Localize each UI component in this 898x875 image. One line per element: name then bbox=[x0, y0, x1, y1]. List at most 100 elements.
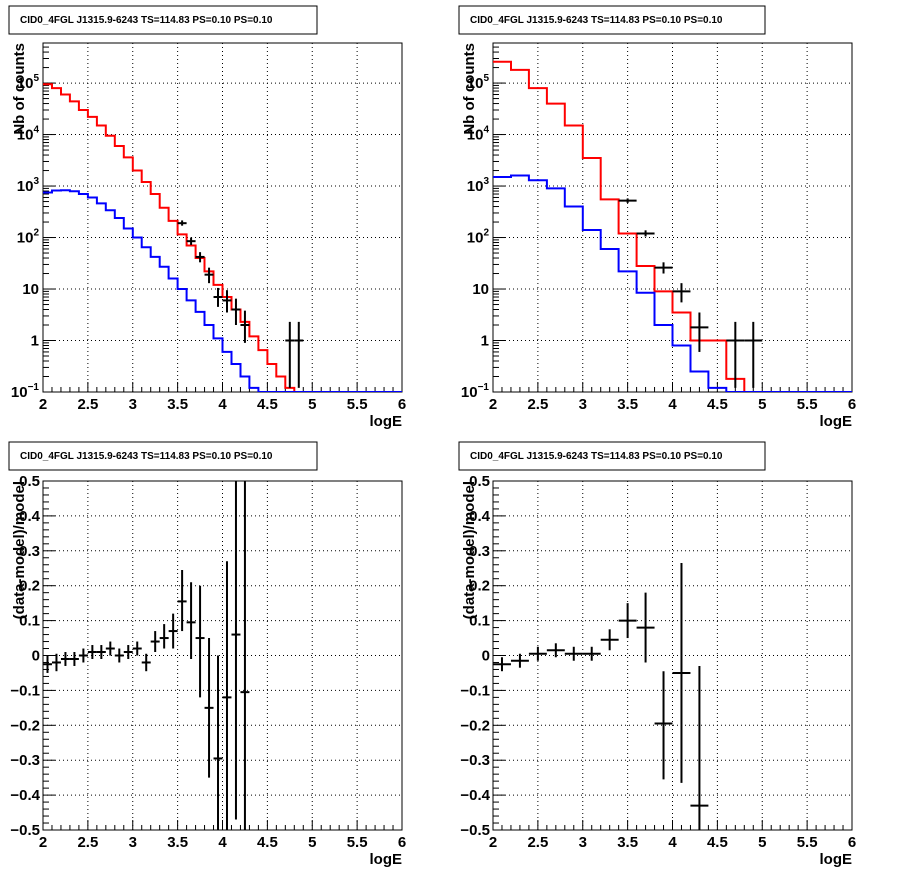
data-point bbox=[672, 283, 691, 303]
grid bbox=[43, 481, 402, 830]
model-histogram bbox=[43, 83, 402, 392]
data-point bbox=[141, 653, 151, 672]
x-tick-label: 5.5 bbox=[797, 834, 818, 851]
chart-title: CID0_4FGL J1315.9-6243 TS=114.83 PS=0.10… bbox=[20, 15, 273, 26]
title-box: CID0_4FGL J1315.9-6243 TS=114.83 PS=0.10… bbox=[458, 441, 766, 471]
model-histogram bbox=[493, 60, 852, 392]
background-histogram bbox=[43, 189, 402, 392]
y-tick-label: 102 bbox=[17, 228, 40, 247]
x-tick-label: 2 bbox=[489, 834, 497, 851]
x-tick-label: 5.5 bbox=[797, 396, 818, 413]
x-tick-label: 5 bbox=[308, 834, 316, 851]
y-tick-label: 1 bbox=[481, 333, 489, 350]
x-tick-label: 5 bbox=[308, 396, 316, 413]
x-tick-label: 4.5 bbox=[257, 834, 278, 851]
series-group bbox=[43, 481, 250, 830]
y-tick-label: 104 bbox=[467, 125, 490, 144]
y-tick-label: 103 bbox=[17, 176, 40, 195]
data-point bbox=[231, 481, 241, 820]
data-point bbox=[240, 310, 250, 343]
y-tick-label: 0.1 bbox=[469, 613, 490, 630]
data-point bbox=[726, 321, 745, 388]
y-tick-label: 105 bbox=[17, 73, 40, 92]
y-tick-label: 0 bbox=[32, 648, 40, 665]
x-tick-label: 4.5 bbox=[707, 834, 728, 851]
data-point bbox=[222, 561, 232, 830]
x-tick-label: 5 bbox=[758, 396, 766, 413]
y-tick-label: 0 bbox=[482, 648, 490, 665]
data-point bbox=[618, 603, 637, 639]
data-point bbox=[69, 652, 79, 666]
chart-title: CID0_4FGL J1315.9-6243 TS=114.83 PS=0.10… bbox=[20, 451, 273, 462]
y-axis-title: Nb of counts bbox=[461, 43, 478, 135]
x-axis-title: logE bbox=[370, 851, 403, 868]
x-tick-label: 3 bbox=[579, 834, 587, 851]
chart-title: CID0_4FGL J1315.9-6243 TS=114.83 PS=0.10… bbox=[470, 15, 723, 26]
y-tick-label: 102 bbox=[467, 228, 490, 247]
y-tick-label: 0.4 bbox=[19, 508, 41, 525]
data-point bbox=[204, 267, 214, 284]
title-box: CID0_4FGL J1315.9-6243 TS=114.83 PS=0.10… bbox=[458, 5, 766, 35]
x-tick-label: 3 bbox=[579, 396, 587, 413]
x-tick-label: 4.5 bbox=[707, 396, 728, 413]
x-tick-label: 2.5 bbox=[527, 834, 548, 851]
x-tick-label: 4 bbox=[668, 834, 677, 851]
x-tick-label: 2 bbox=[39, 396, 47, 413]
data-point bbox=[231, 298, 241, 326]
data-point bbox=[195, 252, 205, 263]
y-axis-title: (data-model)/model bbox=[461, 481, 478, 619]
data-point bbox=[672, 563, 691, 783]
data-point bbox=[528, 646, 547, 661]
data-point bbox=[51, 653, 61, 672]
y-tick-label: 10−1 bbox=[461, 382, 490, 401]
x-tick-label: 4 bbox=[218, 834, 227, 851]
data-point bbox=[105, 641, 115, 656]
data-point bbox=[177, 569, 187, 632]
series-group bbox=[43, 83, 402, 392]
y-tick-label: 103 bbox=[467, 176, 490, 195]
x-tick-label: 5.5 bbox=[347, 834, 368, 851]
data-point bbox=[618, 198, 637, 203]
x-tick-label: 3.5 bbox=[167, 834, 188, 851]
data-point bbox=[195, 585, 205, 698]
data-point bbox=[60, 652, 70, 666]
data-point bbox=[87, 645, 97, 659]
x-tick-label: 6 bbox=[398, 834, 406, 851]
y-tick-label: 10 bbox=[22, 281, 39, 298]
data-point bbox=[177, 220, 187, 226]
data-point bbox=[564, 646, 583, 661]
data-point bbox=[690, 665, 709, 830]
x-tick-label: 2.5 bbox=[77, 396, 98, 413]
y-tick-label: −0.5 bbox=[10, 822, 40, 839]
data-point bbox=[690, 312, 709, 352]
y-tick-label: 104 bbox=[17, 125, 40, 144]
data-point bbox=[654, 671, 673, 780]
data-point bbox=[213, 287, 223, 307]
residual-plot-left: 2 2.5 3 3.5 4 4.5 5 5.5 6logE−0.5−0.4−0.3−0.2−0.… bbox=[8, 441, 406, 868]
series-group bbox=[493, 563, 709, 830]
x-tick-label: 6 bbox=[398, 396, 406, 413]
data-point bbox=[744, 321, 763, 388]
data-point bbox=[600, 629, 619, 651]
y-tick-label: 0.5 bbox=[19, 473, 40, 490]
data-point bbox=[285, 321, 295, 388]
x-tick-label: 5 bbox=[758, 834, 766, 851]
x-tick-label: 5.5 bbox=[347, 396, 368, 413]
x-tick-label: 4.5 bbox=[257, 396, 278, 413]
y-tick-label: 0.4 bbox=[469, 508, 491, 525]
data-point bbox=[654, 262, 673, 274]
x-tick-label: 3.5 bbox=[617, 834, 638, 851]
y-tick-label: 10 bbox=[472, 281, 489, 298]
data-point bbox=[43, 655, 52, 673]
y-tick-label: 0.3 bbox=[469, 543, 490, 560]
data-point bbox=[168, 613, 178, 649]
title-frame bbox=[8, 441, 318, 471]
data-point bbox=[186, 237, 196, 245]
y-tick-label: 0.1 bbox=[19, 613, 40, 630]
data-point bbox=[240, 481, 250, 830]
y-tick-label: −0.3 bbox=[460, 752, 490, 769]
data-point bbox=[636, 230, 655, 237]
